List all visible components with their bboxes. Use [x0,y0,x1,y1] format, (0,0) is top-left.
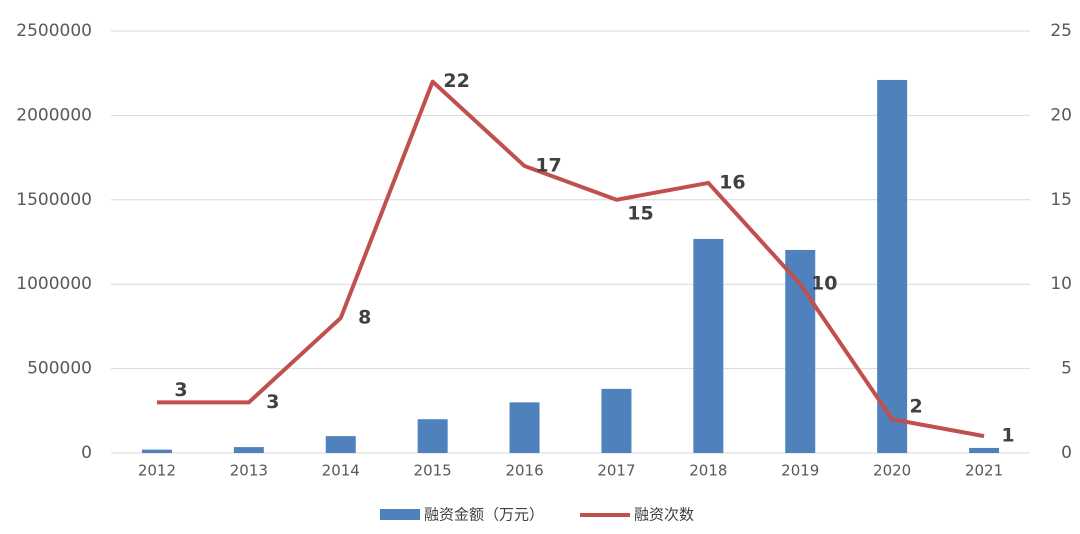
bar [601,388,632,453]
bar [417,419,448,453]
legend-label: 融资金额（万元） [424,506,544,524]
y-tick-label: 500000 [27,359,92,379]
x-tick-label: 2016 [505,462,543,480]
data-label: 1 [1001,425,1014,447]
bar [141,449,172,453]
y2-tick-label: 5 [1061,359,1072,379]
data-label: 17 [535,155,561,177]
x-tick-label: 2021 [965,462,1003,480]
y2-tick-label: 10 [1050,274,1072,294]
x-tick-label: 2012 [138,462,176,480]
data-label: 16 [719,171,745,193]
y2-tick-label: 25 [1050,21,1072,41]
x-tick-label: 2020 [873,462,911,480]
bar [325,436,356,453]
data-label: 3 [174,379,187,401]
bar [233,447,264,453]
y2-tick-label: 0 [1061,443,1072,463]
x-tick-label: 2013 [230,462,268,480]
data-label: 22 [443,70,469,92]
y-tick-label: 0 [81,443,92,463]
bar [877,79,908,454]
legend-label: 融资次数 [634,506,694,524]
bar [969,447,1000,453]
data-label: 3 [266,391,279,413]
x-tick-label: 2019 [781,462,819,480]
y-tick-label: 1000000 [16,274,92,294]
data-label: 10 [811,273,837,295]
bar [693,238,724,453]
y2-tick-label: 20 [1050,105,1072,125]
line [156,79,985,439]
y2-tick-label: 15 [1050,190,1072,210]
data-label: 15 [627,202,653,224]
y-tick-label: 1500000 [16,190,92,210]
y-tick-label: 2000000 [16,105,92,125]
data-label: 2 [910,396,923,418]
y-tick-label: 2500000 [16,21,92,41]
x-tick-label: 2014 [322,462,360,480]
data-label: 8 [358,306,371,328]
x-tick-label: 2017 [597,462,635,480]
x-tick-label: 2018 [689,462,727,480]
legend-swatch [380,509,420,520]
x-tick-label: 2015 [414,462,452,480]
bar [509,402,540,453]
